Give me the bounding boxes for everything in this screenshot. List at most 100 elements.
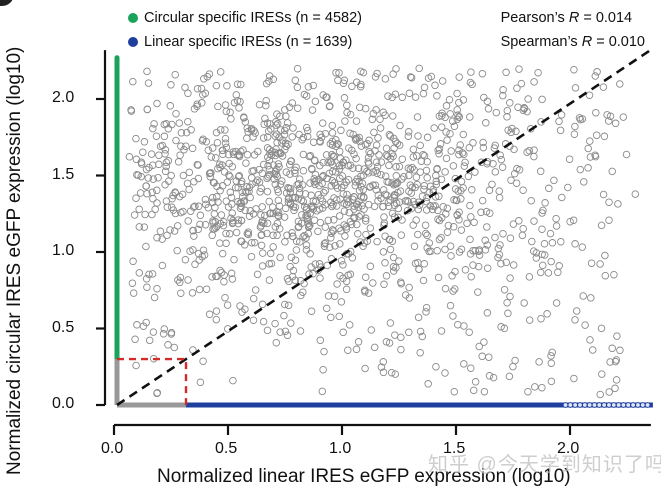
scatter-point <box>548 239 557 247</box>
scatter-point <box>255 165 264 174</box>
scatter-point <box>257 211 265 219</box>
scatter-point <box>416 327 425 336</box>
scatter-point <box>423 244 431 252</box>
scatter-point <box>149 175 158 183</box>
scatter-point <box>321 186 330 195</box>
scatter-point <box>372 141 381 149</box>
scatter-point <box>274 160 283 168</box>
scatter-point <box>463 219 471 228</box>
scatter-point <box>358 179 367 188</box>
scatter-point <box>194 202 203 211</box>
y-tick-label: 2.0 <box>52 89 75 106</box>
scatter-point <box>129 289 138 297</box>
scatter-point <box>415 64 423 73</box>
x-tick-label: 0.5 <box>215 440 238 457</box>
scatter-point <box>379 358 388 366</box>
scatter-point <box>222 143 231 152</box>
scatter-point <box>446 301 455 310</box>
scatter-point <box>355 186 364 195</box>
scatter-point <box>454 320 462 329</box>
scatter-point <box>136 189 145 197</box>
scatter-point <box>515 217 523 225</box>
scatter-point <box>175 119 184 127</box>
scatter-point <box>388 93 396 102</box>
scatter-point <box>527 196 535 205</box>
linear-strip-marker <box>610 402 617 408</box>
scatter-point <box>337 298 346 306</box>
scatter-point <box>390 193 399 202</box>
scatter-point <box>212 154 220 162</box>
scatter-point <box>330 152 338 161</box>
scatter-point <box>160 132 169 141</box>
scatter-point <box>480 387 489 396</box>
scatter-point <box>578 243 587 251</box>
scatter-point <box>361 273 370 281</box>
scatter-point <box>189 226 197 235</box>
scatter-point <box>536 268 545 277</box>
scatter-point <box>132 361 140 370</box>
scatter-point <box>464 172 473 181</box>
scatter-point <box>198 99 206 107</box>
scatter-point <box>608 344 616 353</box>
scatter-point <box>353 220 361 229</box>
scatter-point <box>611 357 620 366</box>
scatter-point <box>216 68 225 76</box>
scatter-point <box>158 261 167 270</box>
scatter-point <box>599 83 608 91</box>
scatter-point <box>435 145 444 153</box>
scatter-point <box>385 161 393 170</box>
scatter-point <box>398 155 407 163</box>
scatter-point <box>345 208 353 217</box>
scatter-point <box>295 222 303 231</box>
scatter-point <box>333 280 341 288</box>
scatter-point <box>305 152 314 161</box>
scatter-point <box>237 177 246 186</box>
scatter-point <box>344 346 352 354</box>
scatter-point <box>188 289 197 297</box>
linear-strip-marker <box>620 402 627 408</box>
scatter-point <box>247 252 256 261</box>
scatter-point <box>232 228 241 237</box>
scatter-point <box>372 166 380 175</box>
scatter-point <box>468 186 476 194</box>
scatter-point <box>455 216 463 224</box>
linear-strip-marker <box>606 402 612 408</box>
scatter-point <box>273 172 281 181</box>
scatter-point <box>611 119 620 128</box>
scatter-point <box>250 238 259 247</box>
scatter-point <box>311 97 320 106</box>
pearson-value: = 0.014 <box>579 10 633 26</box>
scatter-point <box>519 224 527 233</box>
scatter-point <box>490 144 499 152</box>
scatter-point <box>243 134 251 143</box>
spearman-annotation: Spearman’s R = 0.010 <box>501 30 645 54</box>
scatter-point <box>368 115 377 124</box>
scatter-point <box>237 80 245 89</box>
scatter-point <box>285 277 293 286</box>
scatter-point <box>509 362 517 371</box>
scatter-point <box>187 126 195 134</box>
scatter-point <box>392 263 400 272</box>
scatter-point <box>210 210 219 218</box>
scatter-point <box>438 112 446 120</box>
scatter-point <box>371 181 380 190</box>
scatter-point <box>149 194 157 203</box>
scatter-point <box>258 203 266 211</box>
scatter-point <box>223 178 232 186</box>
scatter-point <box>265 276 274 284</box>
scatter-point <box>525 316 534 324</box>
scatter-point <box>243 229 252 238</box>
scatter-point <box>342 178 350 186</box>
scatter-point <box>384 92 392 100</box>
scatter-point <box>263 229 271 238</box>
scatter-point <box>419 276 428 285</box>
scatter-point <box>586 336 594 344</box>
scatter-point <box>160 325 169 333</box>
scatter-point <box>325 243 334 251</box>
scatter-point <box>287 319 295 327</box>
scatter-point <box>410 242 419 251</box>
scatter-point <box>424 380 432 388</box>
scatter-point <box>316 336 325 345</box>
scatter-point <box>251 129 259 137</box>
scatter-point <box>190 177 198 186</box>
